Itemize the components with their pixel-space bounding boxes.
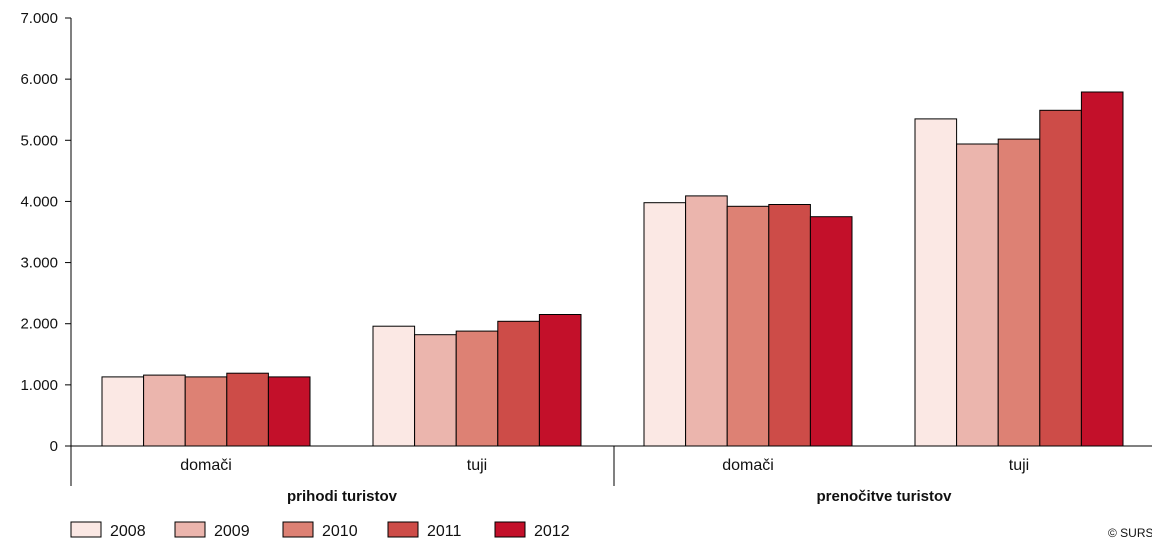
legend-label-2009: 2009 xyxy=(214,523,250,539)
category-label: domači xyxy=(722,457,774,474)
bar-2009-2 xyxy=(414,334,457,447)
bar-2011-2 xyxy=(497,320,540,447)
y-tick-label: 0 xyxy=(50,438,58,455)
bar-2012-4 xyxy=(1080,91,1124,447)
category-label: tuji xyxy=(467,457,487,474)
legend-swatch-2012 xyxy=(494,521,526,538)
legend-label-2012: 2012 xyxy=(534,523,570,539)
labels-layer: 0 1.000 2.000 3.000 4.000 5.000 6.000 7.000 doma… xyxy=(20,10,1152,539)
source-credit: © SURS xyxy=(1108,526,1152,539)
bar-2009-1 xyxy=(143,374,186,447)
bar-2012-2 xyxy=(538,314,582,447)
bar-2012-1 xyxy=(267,376,311,447)
group-label: prihodi turistov xyxy=(287,488,398,505)
legend-swatch-2008 xyxy=(70,521,102,538)
bar-2008-3 xyxy=(643,202,687,447)
y-tick-label: 7.000 xyxy=(20,10,58,27)
legend-label-2008: 2008 xyxy=(110,523,146,539)
bar-2010-2 xyxy=(455,330,499,447)
y-tick-label: 4.000 xyxy=(20,193,58,210)
y-tick-label: 6.000 xyxy=(20,71,58,88)
bar-2011-4 xyxy=(1039,109,1082,447)
bar-2008-4 xyxy=(914,118,958,447)
category-label: tuji xyxy=(1009,457,1029,474)
group-label: prenočitve turistov xyxy=(816,488,952,505)
y-tick-label: 2.000 xyxy=(20,316,58,333)
legend-swatch-2011 xyxy=(387,521,419,538)
bar-2008-1 xyxy=(101,376,145,447)
legend-label-2010: 2010 xyxy=(322,523,358,539)
bar-2010-4 xyxy=(997,138,1041,447)
legend-swatch-2010 xyxy=(282,521,314,538)
y-tick-label: 1.000 xyxy=(20,377,58,394)
bar-2012-3 xyxy=(809,216,853,447)
bar-2009-4 xyxy=(956,143,999,447)
bars-layer xyxy=(101,91,1124,447)
y-tick-label: 3.000 xyxy=(20,255,58,272)
y-tick-label: 5.000 xyxy=(20,132,58,149)
axes-layer xyxy=(65,17,1152,486)
legend-label-2011: 2011 xyxy=(427,523,462,539)
legend: 2008 2009 2010 2011 2012 xyxy=(70,521,570,539)
bar-2011-3 xyxy=(768,204,811,447)
bar-2010-1 xyxy=(184,376,228,447)
bar-2010-3 xyxy=(726,205,770,447)
bar-2008-2 xyxy=(372,325,416,447)
bar-2011-1 xyxy=(226,372,269,447)
bar-2009-3 xyxy=(685,195,728,447)
category-label: domači xyxy=(180,457,232,474)
legend-swatch-2009 xyxy=(174,521,206,538)
